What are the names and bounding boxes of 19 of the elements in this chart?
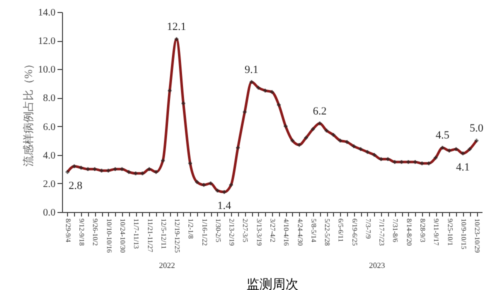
- y-axis-title: 流感样病例占比（%）: [22, 58, 35, 167]
- data-label: 6.2: [312, 105, 327, 118]
- y-tick-label: 8.0: [43, 93, 56, 104]
- data-label: 9.1: [244, 64, 258, 76]
- text: 2023: [369, 261, 385, 270]
- data-label: 12.1: [166, 21, 186, 34]
- y-tick-label: 4.0: [43, 150, 56, 162]
- data-label: 2.8: [68, 180, 83, 192]
- data-label: 4.1: [456, 161, 470, 174]
- y-tick-label: 12.0: [38, 36, 56, 48]
- text: 2022: [159, 261, 175, 270]
- data-label: 4.5: [436, 130, 450, 142]
- data-label: 1.4: [217, 200, 232, 212]
- y-tick-label: 0.0: [43, 208, 56, 218]
- y-tick-label: 14.0: [38, 8, 56, 18]
- y-tick-label: 6.0: [43, 122, 56, 133]
- data-label: 5.0: [470, 122, 484, 135]
- y-tick-label: 2.0: [43, 178, 56, 190]
- y-tick-label: 10.0: [38, 64, 56, 76]
